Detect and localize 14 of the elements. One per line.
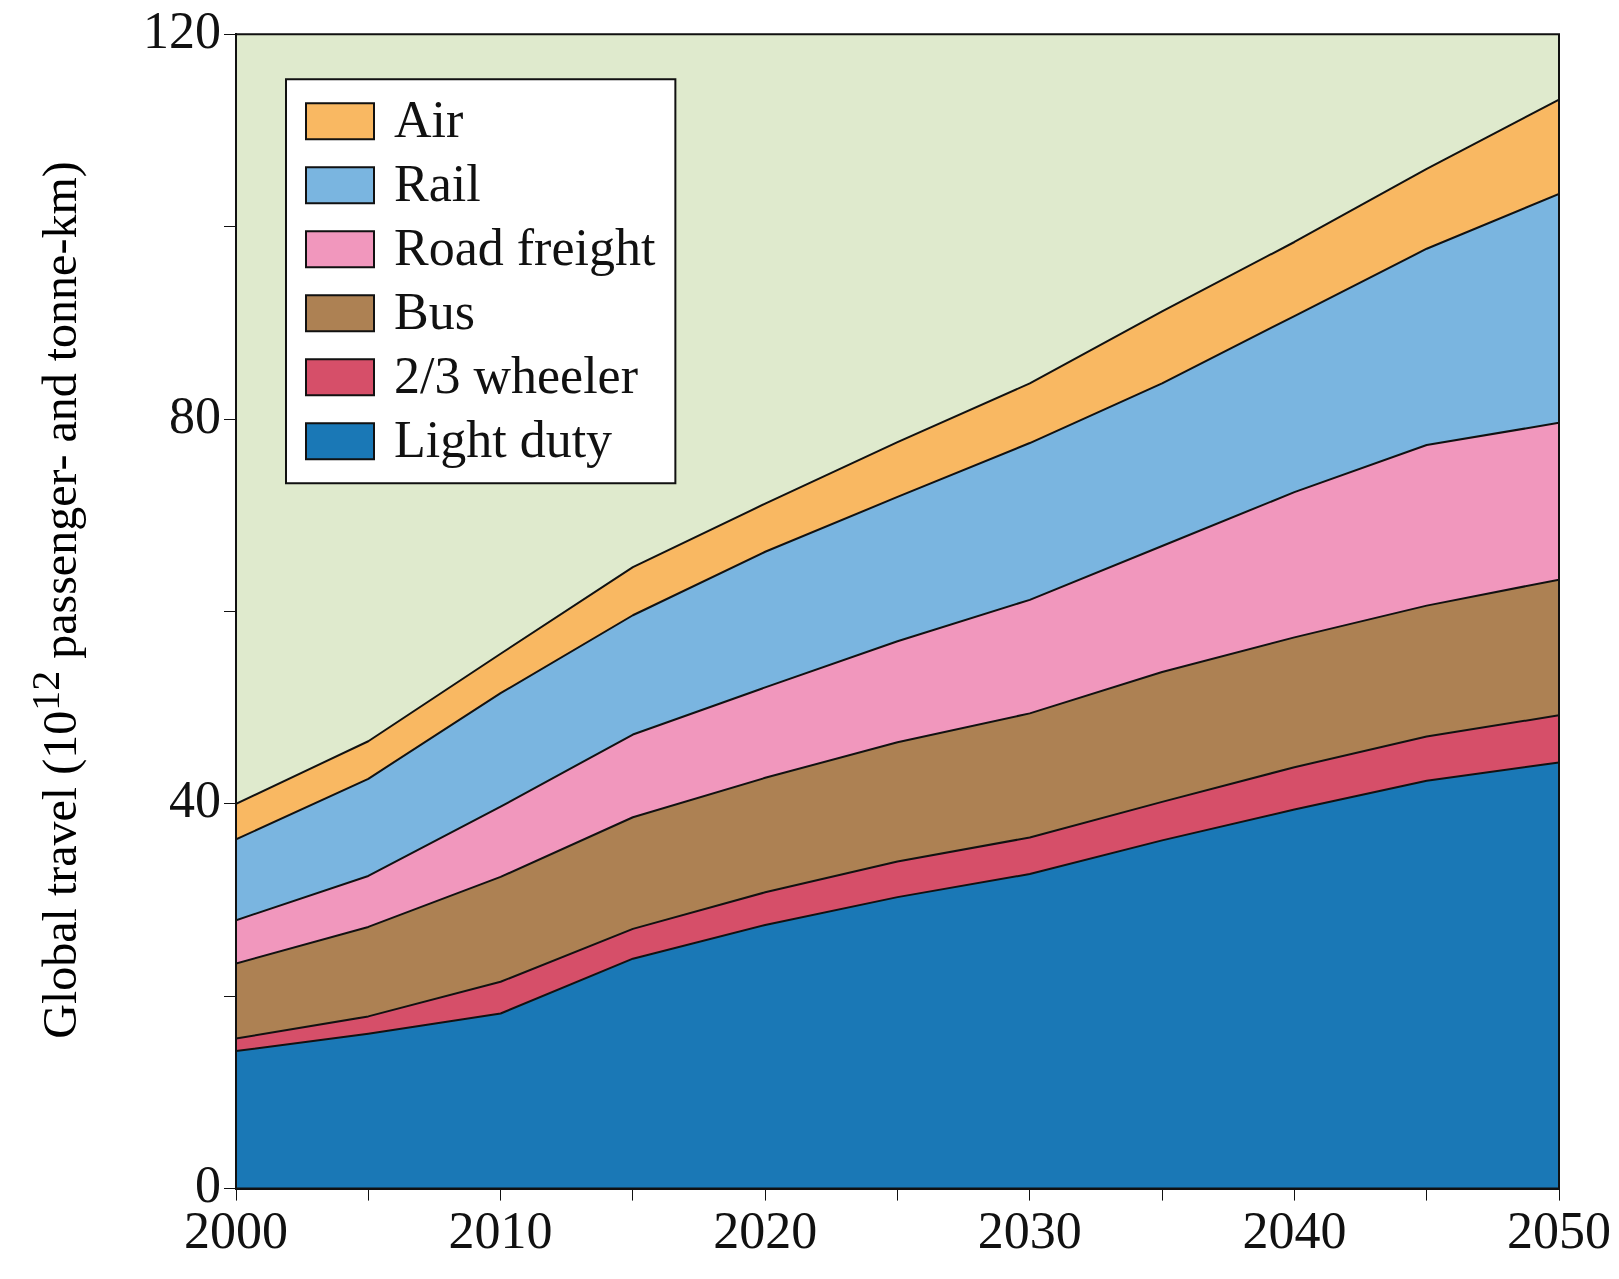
legend-label: Road freight — [394, 218, 656, 276]
x-tick-label: 2030 — [977, 1202, 1082, 1260]
y-tick-label: 80 — [169, 386, 221, 444]
legend-label: 2/3 wheeler — [394, 346, 639, 404]
legend-label: Bus — [394, 282, 475, 340]
y-tick-label: 40 — [169, 771, 221, 829]
legend-label: Light duty — [394, 410, 613, 468]
legend-label: Rail — [394, 154, 481, 212]
y-tick-label: 120 — [143, 1, 221, 59]
legend-label: Air — [394, 90, 464, 148]
x-tick-label: 2040 — [1242, 1202, 1347, 1260]
x-tick-label: 2020 — [713, 1202, 818, 1260]
x-tick-label: 2010 — [448, 1202, 553, 1260]
x-tick-label: 2050 — [1507, 1202, 1611, 1260]
